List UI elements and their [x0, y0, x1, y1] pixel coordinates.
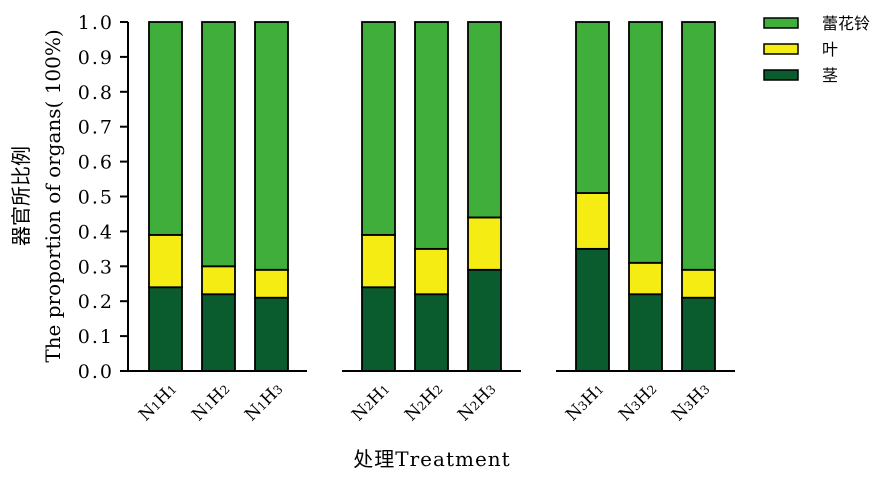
bar-N3H3-series-2: [681, 21, 716, 271]
bar-N2H1-series-0: [361, 286, 396, 372]
bar-N3H2-series-0: [628, 293, 663, 372]
y-tick-label: 0.5: [78, 187, 114, 209]
y-tick-label: 1.0: [78, 12, 114, 34]
x-tick-label-N3H3: N3H3: [668, 379, 714, 425]
bar-N1H3-series-0: [254, 296, 289, 372]
bar-N3H2-series-2: [628, 21, 663, 264]
x-axis-title: 处理Treatment: [353, 447, 510, 471]
bar-N3H1-series-1: [575, 192, 610, 250]
legend-label-1: 叶: [822, 40, 838, 59]
x-tick-label-N3H2: N3H2: [615, 379, 661, 425]
x-tick-label-N2H1: N2H1: [348, 379, 394, 425]
legend-swatch-1: [763, 43, 799, 55]
y-tick-label: 0.8: [78, 82, 114, 104]
bar-N2H1-series-1: [361, 233, 396, 289]
bar-N1H3-series-2: [254, 21, 289, 271]
y-axis-title-line1: 器官所比例: [9, 146, 33, 246]
y-tick-label: 0.9: [78, 47, 114, 69]
y-tick-label: 0.3: [78, 256, 114, 278]
bar-N1H3-series-1: [254, 268, 289, 299]
bar-N2H1-series-2: [361, 21, 396, 236]
x-tick-label-N2H2: N2H2: [401, 379, 447, 425]
bar-N1H1-series-2: [148, 21, 183, 236]
bar-N3H3-series-0: [681, 296, 716, 372]
bar-N2H3-series-2: [467, 21, 502, 219]
x-tick-label-N1H1: N1H1: [135, 379, 181, 425]
y-ticks: 0.0 0.1 0.2 0.3 0.4 0.5 0.6 0.7 0.8 0.9 1.0: [78, 12, 128, 383]
bar-N3H3-series-1: [681, 268, 716, 299]
legend-label-0: 蕾花铃: [822, 14, 870, 33]
bar-N3H1-series-0: [575, 247, 610, 372]
y-tick-label: 0.4: [78, 221, 114, 243]
x-tick-label-N2H3: N2H3: [454, 379, 500, 425]
bar-N1H1-series-1: [148, 233, 183, 289]
y-tick-label: 0.1: [78, 326, 114, 348]
x-tick-label-N3H1: N3H1: [562, 379, 608, 425]
x-tick-label-N1H3: N1H3: [241, 379, 287, 425]
bar-N2H2-series-1: [414, 247, 449, 296]
x-tick-label-N1H2: N1H2: [188, 379, 234, 425]
y-axis-title-line2: The proportion of organs( 100%): [41, 29, 65, 362]
bar-N2H2-series-0: [414, 293, 449, 372]
bars-layer: [148, 21, 716, 372]
bar-N3H1-series-2: [575, 21, 610, 194]
y-tick-label: 0.0: [78, 361, 114, 383]
bar-N1H2-series-2: [201, 21, 236, 268]
bar-N2H2-series-2: [414, 21, 449, 250]
bar-N1H2-series-0: [201, 293, 236, 372]
bar-N3H2-series-1: [628, 261, 663, 296]
y-tick-label: 0.7: [78, 117, 114, 139]
bar-N2H3-series-0: [467, 268, 502, 372]
legend-swatch-2: [763, 69, 799, 81]
bar-N1H1-series-0: [148, 286, 183, 372]
legend-swatch-0: [763, 17, 799, 29]
legend-label-2: 茎: [822, 66, 838, 85]
y-tick-label: 0.6: [78, 152, 114, 174]
y-tick-label: 0.2: [78, 291, 114, 313]
bar-N2H3-series-1: [467, 216, 502, 271]
bar-N1H2-series-1: [201, 265, 236, 296]
